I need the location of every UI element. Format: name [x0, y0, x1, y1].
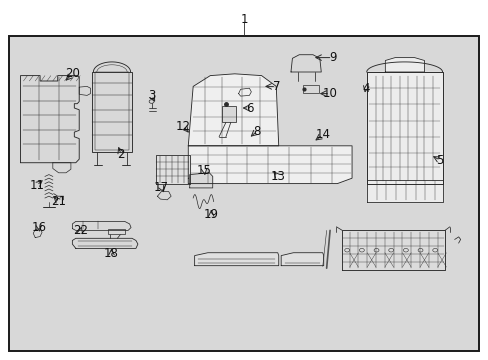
Polygon shape: [72, 221, 131, 230]
Text: 3: 3: [147, 89, 155, 102]
Text: 11: 11: [29, 179, 44, 192]
Bar: [95, 72, 129, 150]
Text: 12: 12: [176, 120, 190, 132]
Bar: [92, 72, 132, 152]
Polygon shape: [281, 253, 323, 266]
Polygon shape: [342, 230, 444, 270]
Text: 10: 10: [322, 87, 337, 100]
Polygon shape: [20, 76, 79, 163]
Polygon shape: [53, 163, 71, 173]
Text: 8: 8: [252, 125, 260, 138]
Polygon shape: [188, 146, 351, 184]
Polygon shape: [157, 192, 171, 200]
Text: 13: 13: [270, 170, 285, 183]
Text: 2: 2: [117, 148, 125, 161]
Text: 22: 22: [73, 224, 88, 237]
Polygon shape: [188, 74, 278, 146]
Polygon shape: [385, 58, 424, 72]
Text: 16: 16: [32, 221, 46, 234]
Text: 14: 14: [315, 129, 329, 141]
Polygon shape: [238, 88, 251, 96]
Polygon shape: [290, 55, 321, 72]
Text: 21: 21: [51, 195, 66, 208]
Polygon shape: [72, 238, 138, 248]
Text: 18: 18: [104, 247, 119, 260]
Bar: [107, 229, 124, 234]
Polygon shape: [366, 72, 442, 184]
Text: 4: 4: [361, 82, 369, 95]
Polygon shape: [189, 173, 212, 188]
Text: 20: 20: [65, 67, 80, 80]
Text: 1: 1: [240, 13, 248, 26]
Bar: [303, 85, 318, 93]
Text: 7: 7: [272, 80, 280, 93]
Polygon shape: [33, 229, 42, 238]
Bar: [222, 106, 236, 122]
Text: 9: 9: [328, 51, 336, 64]
Text: 5: 5: [435, 154, 443, 167]
Polygon shape: [155, 155, 189, 184]
Bar: [9, 36, 478, 351]
Polygon shape: [366, 180, 442, 202]
Text: 17: 17: [154, 181, 168, 194]
Text: 19: 19: [203, 208, 218, 221]
Text: 15: 15: [197, 165, 211, 177]
Polygon shape: [194, 253, 278, 266]
Text: 6: 6: [245, 102, 253, 114]
Polygon shape: [79, 86, 90, 95]
